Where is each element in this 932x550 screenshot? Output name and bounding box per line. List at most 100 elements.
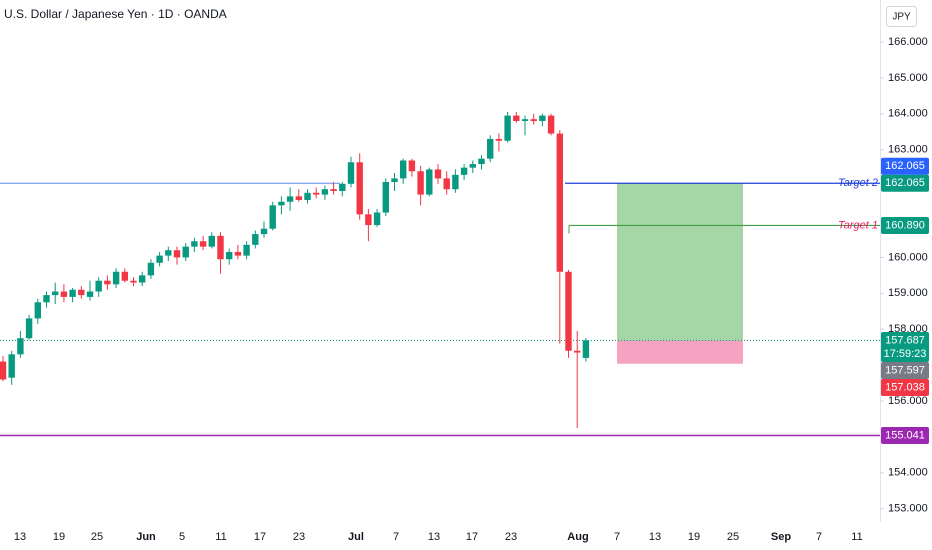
candle-body [443,178,450,190]
candle-body [313,192,320,195]
currency: JPY [892,12,911,23]
loss-zone [617,340,743,364]
candle-body [0,361,7,380]
candle-body [208,235,215,247]
candle-body [104,280,111,285]
y-tick-label: 153.000 [888,503,928,515]
candle-body [278,201,285,206]
price-label-box [881,378,929,396]
candle-body [295,196,302,200]
price-label: 157.687 [885,334,925,346]
target-label: Target 1 [838,219,878,231]
candle-body [478,158,485,165]
chart-title: U.S. Dollar / Japanese Yen · 1D · OANDA [4,7,227,21]
candle-body [52,291,59,296]
x-tick-label: 13 [649,531,661,543]
candle-body [43,295,50,303]
candle-body [539,115,546,121]
price-label: 155.041 [885,429,925,441]
x-tick-label: 23 [293,531,305,543]
x-tick-label: Aug [567,531,588,543]
y-tick-label: 165.000 [888,72,928,84]
candle-body [400,160,407,179]
x-tick-label: 23 [505,531,517,543]
candle-body [556,133,563,272]
x-tick-label: 11 [851,531,862,543]
candle-body [182,246,189,258]
candle-body [347,162,355,184]
candle-body [504,115,511,141]
x-tick-label: 19 [688,531,700,543]
x-tick-label: 7 [614,531,620,543]
candle-body [69,289,76,297]
target-label: Target 2 [838,177,878,189]
candle-body [330,189,337,191]
x-tick-label: Jul [348,531,364,543]
candle-body [391,178,398,183]
candle-body [8,354,15,378]
candle-body [147,262,155,276]
candle-body [356,162,363,215]
candle-body [199,241,207,247]
candle-body [487,138,494,159]
x-tick-label: 7 [393,531,399,543]
x-tick-label: 13 [428,531,440,543]
candle-body [426,169,433,195]
candle-body [495,138,503,141]
x-tick-label: 25 [91,531,103,543]
price-label: 162.065 [885,160,925,172]
candle-body [286,196,294,202]
candle-body [530,119,537,121]
x-tick-label: Jun [136,531,156,543]
candle-body [165,250,172,256]
profit-zone [617,183,743,341]
candle-body [173,250,181,258]
candle-body [269,205,276,229]
price-label-box [881,361,929,379]
candle-body [191,241,198,247]
x-tick-label: 5 [179,531,185,543]
candle-body [434,169,442,179]
candle-body [112,271,120,285]
candle-body [60,291,68,297]
candle-body [582,340,590,358]
candle-body [452,174,459,190]
candle-body [382,182,389,213]
countdown: 17:59:23 [884,348,927,360]
price-label: 162.065 [885,177,925,189]
candle-body [156,255,163,263]
candle-body [226,252,233,260]
x-tick-label: 17 [466,531,478,543]
candle-body [469,164,476,168]
currency-box[interactable] [886,6,917,27]
x-tick-label: 13 [14,531,26,543]
candle-body [321,189,329,195]
price-label-box [881,157,929,175]
x-tick-label: 19 [53,531,65,543]
candle-body [25,318,33,339]
x-tick-label: 11 [215,531,226,543]
y-tick-label: 166.000 [888,36,928,48]
y-tick-label: 156.000 [888,395,928,407]
candle-body [252,234,259,245]
candle-body [513,115,520,121]
candle-body [521,119,529,121]
y-tick-label: 154.000 [888,467,928,479]
price-label-box [881,331,929,362]
price-label-box [881,216,929,234]
price-label: 157.597 [885,364,925,376]
y-tick-label: 164.000 [888,108,928,120]
price-label-box [881,174,929,192]
candle-body [17,338,24,355]
x-tick-label: 7 [816,531,822,543]
candle-body [417,171,424,195]
y-tick-label: 160.000 [888,251,928,263]
candle-body [121,271,128,281]
x-tick-label: 25 [727,531,739,543]
candle-body [565,271,572,351]
candle-body [574,350,581,353]
price-label: 160.890 [885,219,925,231]
